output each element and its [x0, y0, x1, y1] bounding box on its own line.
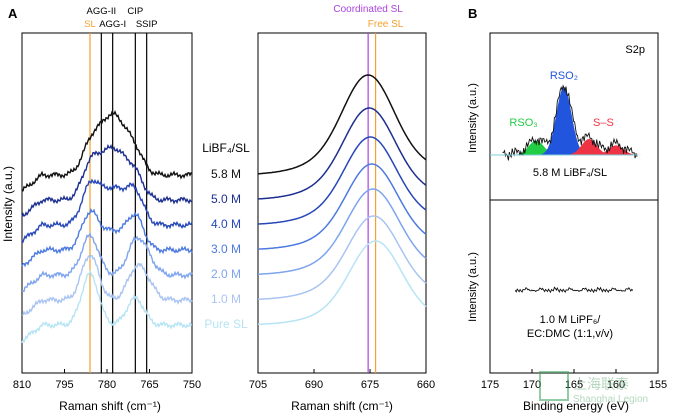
x-tick-label: 675 — [361, 379, 379, 391]
panel-b-bottom-sample-label-1: 1.0 M LiPF₆/ — [540, 314, 602, 326]
x-tick-label: 175 — [481, 379, 499, 391]
x-tick-label: 810 — [13, 379, 31, 391]
xps-bottom-spectrum — [514, 286, 634, 294]
panel-a-right-axis: 705 690 675 660 — [249, 369, 435, 391]
legend-title: LiBF₄/SL — [202, 141, 250, 155]
x-tick-label: 165 — [565, 379, 583, 391]
panel-a-spectra — [21, 109, 193, 344]
spectrum-5.0-m — [21, 143, 193, 217]
x-tick-label: 795 — [55, 379, 73, 391]
panel-b-label: B — [468, 6, 477, 21]
spectrum-4.0-m — [21, 178, 193, 244]
legend-entry-pure-sl: Pure SL — [204, 317, 248, 331]
xps-peak-extra-3 — [590, 145, 642, 155]
watermark: 上海联泰 Shanghai Legion — [539, 371, 648, 405]
spectrum-5.8-m — [21, 109, 193, 192]
ref-label-coordinated-sl: Coordinated SL — [333, 4, 403, 15]
panel-a-label: A — [8, 6, 18, 21]
spectrum-pure-sl — [21, 269, 193, 344]
x-tick-label: 690 — [305, 379, 323, 391]
legend-entry-2.0-m: 2.0 M — [211, 267, 241, 281]
spectrum-right-pure-sl — [258, 240, 427, 326]
watermark-chinese: 上海联泰 — [573, 376, 629, 392]
panel-b-xlabel: Binding energy (eV) — [523, 399, 629, 413]
spectrum-right-5.8-m — [257, 74, 427, 175]
panel-b-spectra: RSO₃ RSO₂ S–S — [490, 70, 642, 294]
spectrum-2.0-m — [21, 232, 193, 293]
spectrum-right-4.0-m — [257, 136, 427, 225]
xps-peak-label-1: RSO₂ — [550, 70, 578, 82]
ref-label-agg-ii: AGG-II — [87, 6, 117, 17]
legend-entry-3.0-m: 3.0 M — [211, 242, 241, 256]
legend-entry-5.0-m: 5.0 M — [211, 192, 241, 206]
spectrum-right-2.0-m — [258, 188, 427, 275]
x-tick-label: 765 — [140, 379, 158, 391]
panel-b-axis: 175 170 165 160 155 — [481, 369, 667, 391]
spectrum-right-1.0-m — [257, 215, 427, 301]
xps-peak-label-2: S–S — [593, 117, 614, 129]
xps-top-spectrum — [502, 84, 638, 161]
panel-a-ylabel: Intensity (a.u.) — [1, 166, 15, 242]
spectrum-3.0-m — [21, 207, 193, 268]
spectrum-1.0-m — [21, 254, 193, 316]
panel-b-bottom-sample-label-2: EC:DMC (1:1,v/v) — [527, 328, 613, 340]
x-tick-label: 780 — [98, 379, 116, 391]
legend-entry-1.0-m: 1.0 M — [211, 292, 241, 306]
panel-a-right-xlabel: Raman shift (cm⁻¹) — [291, 399, 393, 413]
panel-a-right-spectra — [257, 74, 427, 326]
panel-b-ylabel-top: Intensity (a.u.) — [467, 83, 479, 153]
x-tick-label: 705 — [249, 379, 267, 391]
panel-a-axis: 810 795 780 765 750 — [13, 369, 201, 391]
ref-label-free-sl: Free SL — [368, 19, 404, 30]
spectrum-right-3.0-m — [258, 163, 427, 250]
x-tick-label: 160 — [607, 379, 625, 391]
watermark-logo — [539, 371, 569, 401]
panel-b-top-sample-label: 5.8 M LiBF₄/SL — [533, 167, 607, 179]
ref-label-agg-i: AGG-I — [99, 19, 126, 30]
concentration-legend: LiBF₄/SL 5.8 M 5.0 M 4.0 M 3.0 M 2.0 M 1.0 M Pu… — [202, 141, 250, 331]
x-tick-label: 155 — [649, 379, 667, 391]
ref-label-ssip: SSIP — [136, 19, 158, 30]
panel-a-right-frame — [257, 32, 427, 374]
ref-label-cip: CIP — [127, 6, 143, 17]
panel-a-right-reference-lines: Coordinated SL Free SL — [333, 4, 404, 373]
x-tick-label: 660 — [417, 379, 435, 391]
panel-a-xlabel: Raman shift (cm⁻¹) — [59, 399, 161, 413]
watermark-english: Shanghai Legion — [573, 394, 648, 405]
legend-entry-5.8-m: 5.8 M — [211, 167, 241, 181]
legend-entry-4.0-m: 4.0 M — [211, 217, 241, 231]
xps-peak-label-0: RSO₃ — [509, 117, 537, 129]
xps-peak-ss — [563, 139, 615, 155]
spectrum-right-5.0-m — [258, 107, 427, 200]
panel-a-frame — [21, 32, 193, 374]
panel-b-title: S2p — [625, 44, 645, 56]
x-tick-label: 750 — [183, 379, 201, 391]
panel-b-ylabel-bottom: Intensity (a.u.) — [467, 252, 479, 322]
ref-label-sl: SL — [84, 19, 96, 30]
x-tick-label: 170 — [523, 379, 541, 391]
